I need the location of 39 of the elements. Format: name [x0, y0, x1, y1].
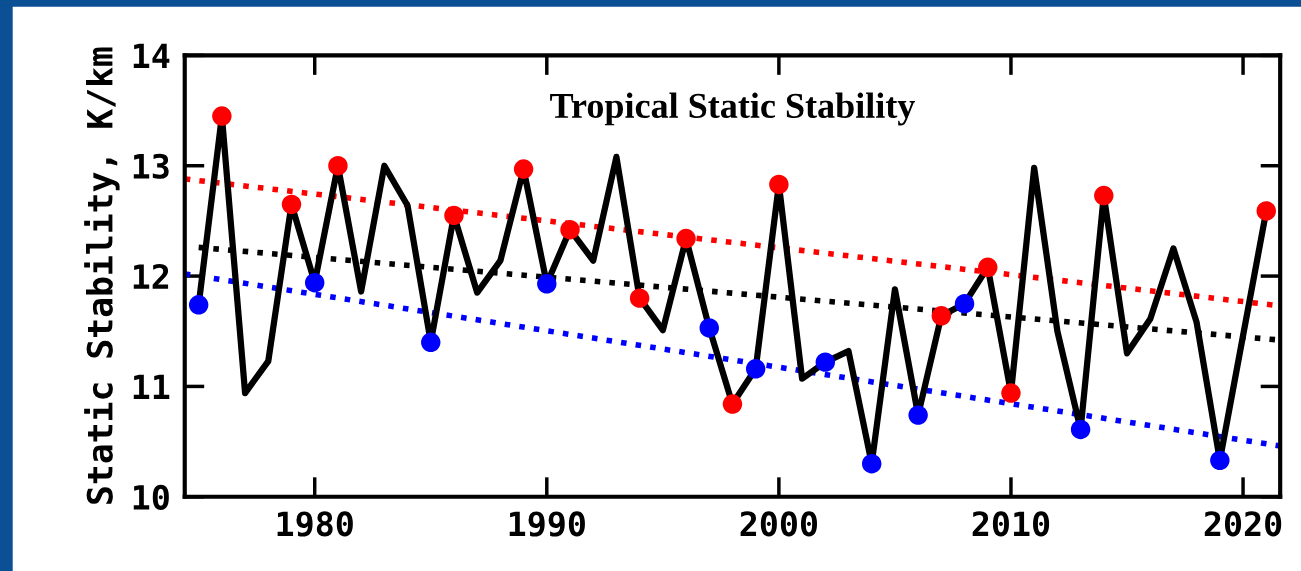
point — [769, 174, 789, 195]
point — [560, 220, 580, 240]
point — [954, 293, 975, 314]
x-tick-label: 2020 — [1204, 511, 1282, 537]
point — [1070, 419, 1091, 440]
y-axis-title: Static Stability, K/km — [84, 47, 120, 504]
point — [328, 156, 348, 176]
point — [537, 274, 557, 294]
point — [421, 332, 441, 353]
point — [931, 306, 952, 326]
point — [629, 288, 650, 308]
point — [212, 106, 232, 126]
y-tick-label: 12 — [133, 264, 169, 289]
point — [1210, 450, 1230, 471]
point — [676, 228, 696, 249]
point — [908, 405, 928, 425]
point — [1256, 201, 1276, 221]
y-tick-label: 10 — [133, 484, 169, 510]
point — [815, 352, 836, 372]
point — [1094, 185, 1114, 206]
point — [513, 159, 534, 179]
point — [861, 453, 882, 474]
point — [281, 194, 302, 215]
point — [444, 205, 464, 226]
y-tick-label: 13 — [133, 153, 169, 179]
point — [978, 257, 998, 277]
point — [1001, 383, 1021, 403]
point — [699, 318, 719, 338]
point — [188, 295, 209, 315]
x-tick-label: 1980 — [277, 511, 353, 537]
y-tick-label: 14 — [133, 43, 170, 69]
point — [304, 272, 325, 293]
point — [722, 394, 743, 414]
point — [745, 359, 766, 379]
y-tick-label: 11 — [133, 374, 170, 400]
x-tick-label: 1990 — [509, 511, 585, 537]
text: Tropical Static Stability — [550, 92, 916, 126]
x-tick-label: 2000 — [740, 511, 818, 537]
x-tick-label: 2010 — [972, 511, 1050, 537]
